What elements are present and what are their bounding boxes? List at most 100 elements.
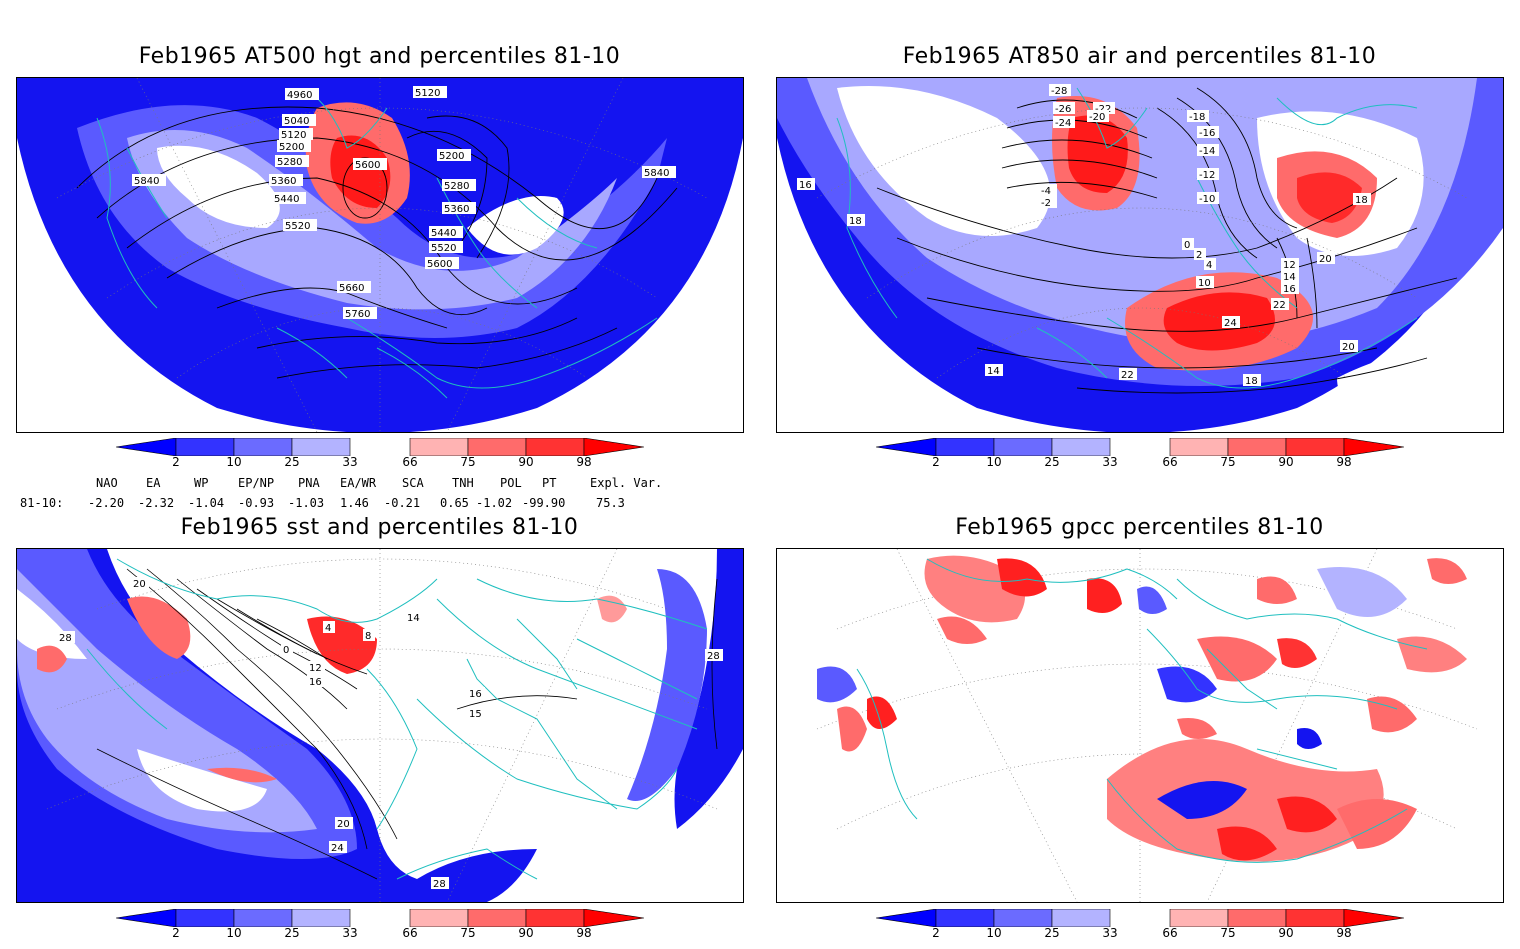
contour-label: 5520 xyxy=(431,243,456,254)
contour-label: 18 xyxy=(1355,195,1368,206)
contour-label: 5760 xyxy=(345,309,370,320)
contour-label: 5440 xyxy=(431,228,456,239)
index-value-wp: -1.04 xyxy=(188,496,225,510)
contour-label: 20 xyxy=(337,819,350,830)
contour-label: 5600 xyxy=(355,160,380,171)
contour-label: 14 xyxy=(987,366,1000,377)
index-header-explvar: Expl. Var. xyxy=(590,476,663,490)
colorbar-tick: 33 xyxy=(342,926,358,940)
panel-title-hgt: Feb1965 AT500 hgt and percentiles 81-10 xyxy=(138,44,621,69)
contour-label: 5840 xyxy=(134,176,159,187)
colorbar-tick: 33 xyxy=(1102,455,1118,469)
colorbar-tick: 25 xyxy=(284,455,300,469)
index-value-nao: -2.20 xyxy=(88,496,125,510)
contour-label: 14 xyxy=(1283,272,1296,283)
index-header-nao: NAO xyxy=(96,476,118,490)
index-header-tnh: TNH xyxy=(452,476,474,490)
colorbar-tick: 90 xyxy=(1278,455,1294,469)
panel-title-sst: Feb1965 sst and percentiles 81-10 xyxy=(180,515,579,540)
colorbar-bottom-right: 2 10 25 33 66 75 90 98 xyxy=(876,909,1404,949)
index-value-eawr: 1.46 xyxy=(340,496,369,510)
contour-label: -14 xyxy=(1199,146,1215,157)
colorbar-tick: 25 xyxy=(1044,926,1060,940)
colorbar-tick: 33 xyxy=(1102,926,1118,940)
colorbar-tick: 25 xyxy=(284,926,300,940)
contour-label: 0 xyxy=(283,645,289,656)
teleconnection-indices: NAO EA WP EP/NP PNA EA/WR SCA TNH POL PT… xyxy=(0,476,760,516)
contour-label: 5660 xyxy=(339,283,364,294)
contour-label: 5200 xyxy=(439,151,464,162)
colorbar-tick: 98 xyxy=(576,455,592,469)
contour-label: 16 xyxy=(469,689,482,700)
contour-label: 16 xyxy=(309,677,322,688)
colorbar-tick: 2 xyxy=(932,926,940,940)
colorbar-tick: 98 xyxy=(576,926,592,940)
colorbar-bottom-left: 2 10 25 33 66 75 90 98 xyxy=(116,909,644,949)
colorbar-tick: 66 xyxy=(402,455,418,469)
index-value-sca: -0.21 xyxy=(384,496,421,510)
index-value-pt: -99.90 xyxy=(522,496,566,510)
contour-label: -16 xyxy=(1199,128,1215,139)
colorbar-tick: 66 xyxy=(1162,455,1178,469)
contour-label: -4 xyxy=(1041,186,1051,197)
colorbar-tick: 2 xyxy=(932,455,940,469)
colorbar-tick: 75 xyxy=(1220,455,1236,469)
contour-label: -28 xyxy=(1051,86,1067,97)
colorbar-tick: 90 xyxy=(518,926,534,940)
contour-label: -10 xyxy=(1199,194,1215,205)
contour-label: -22 xyxy=(1095,104,1111,115)
index-value-epnp: -0.93 xyxy=(238,496,275,510)
index-header-eawr: EA/WR xyxy=(340,476,377,490)
colorbar-tick: 10 xyxy=(226,455,242,469)
contour-label: 5120 xyxy=(281,130,306,141)
index-header-pna: PNA xyxy=(298,476,320,490)
contour-label: 22 xyxy=(1121,370,1134,381)
map-panel-hgt: 4960 5120 5040 5120 5200 5280 5360 5440 … xyxy=(16,77,744,433)
contour-label: -24 xyxy=(1055,118,1071,129)
contour-label: -2 xyxy=(1041,198,1051,209)
index-header-ea: EA xyxy=(146,476,161,490)
contour-label: -12 xyxy=(1199,170,1215,181)
contour-label: 20 xyxy=(1342,342,1355,353)
colorbar-tick: 90 xyxy=(1278,926,1294,940)
colorbar-tick: 75 xyxy=(460,926,476,940)
colorbar-tick: 2 xyxy=(172,455,180,469)
contour-label: 5360 xyxy=(444,204,469,215)
contour-label: 0 xyxy=(1184,240,1190,251)
index-value-ea: -2.32 xyxy=(138,496,175,510)
contour-label: 5280 xyxy=(277,157,302,168)
contour-label: 4960 xyxy=(287,90,312,101)
contour-label: 16 xyxy=(1283,284,1296,295)
colorbar-tick: 10 xyxy=(986,455,1002,469)
colorbar-tick: 75 xyxy=(1220,926,1236,940)
contour-label: -26 xyxy=(1055,104,1071,115)
index-header-wp: WP xyxy=(194,476,209,490)
contour-label: 22 xyxy=(1273,300,1286,311)
contour-label: 12 xyxy=(1283,260,1296,271)
colorbar-tick: 10 xyxy=(986,926,1002,940)
contour-label: 10 xyxy=(1198,278,1211,289)
contour-label: 8 xyxy=(365,631,371,642)
colorbar-tick: 25 xyxy=(1044,455,1060,469)
contour-label: 5600 xyxy=(427,259,452,270)
index-header-sca: SCA xyxy=(402,476,424,490)
contour-label: -18 xyxy=(1189,112,1205,123)
contour-label: 5440 xyxy=(274,194,299,205)
index-header-pt: PT xyxy=(542,476,557,490)
index-header-epnp: EP/NP xyxy=(238,476,275,490)
panel-title-air: Feb1965 AT850 air and percentiles 81-10 xyxy=(902,44,1377,69)
map-panel-gpcc xyxy=(776,548,1504,903)
colorbar-top-right: 2 10 25 33 66 75 90 98 xyxy=(876,438,1404,478)
contour-label: 5040 xyxy=(284,116,309,127)
index-value-pna: -1.03 xyxy=(288,496,325,510)
contour-label: 12 xyxy=(309,663,322,674)
colorbar-tick: 66 xyxy=(402,926,418,940)
contour-label: 5840 xyxy=(644,168,669,179)
contour-label: 15 xyxy=(469,709,482,720)
contour-label: 4 xyxy=(1206,260,1212,271)
colorbar-tick: 90 xyxy=(518,455,534,469)
contour-label: 28 xyxy=(433,879,446,890)
contour-label: 2 xyxy=(1196,250,1202,261)
contour-label: 18 xyxy=(1245,376,1258,387)
colorbar-tick: 10 xyxy=(226,926,242,940)
